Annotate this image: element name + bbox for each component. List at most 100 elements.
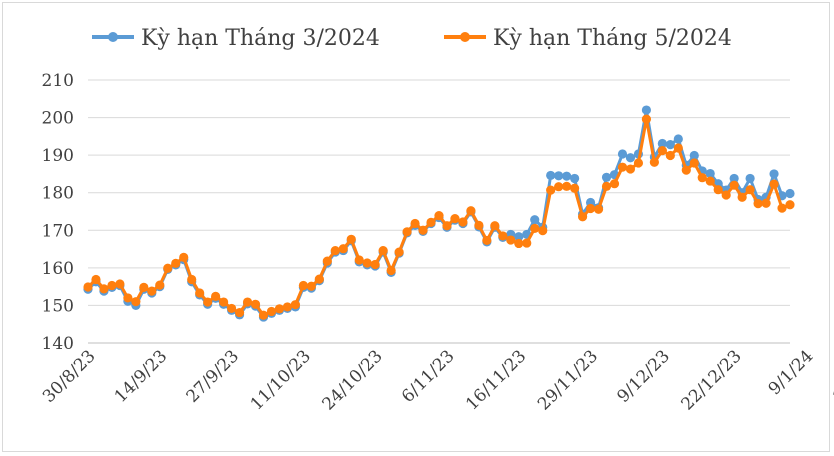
y-axis-ticks: 140 150 160 170 180 190 200 210	[42, 71, 74, 354]
data-point	[211, 291, 221, 302]
data-point	[426, 217, 436, 227]
data-point	[689, 158, 699, 168]
data-point	[769, 169, 779, 179]
y-tick-label: 170	[42, 221, 74, 241]
data-point	[346, 234, 356, 244]
data-point	[378, 245, 388, 256]
data-point	[609, 179, 620, 189]
data-point	[713, 185, 723, 195]
data-point	[657, 138, 667, 149]
data-point	[386, 265, 396, 276]
data-point	[705, 168, 715, 179]
x-tick-label: 14/9/23	[111, 346, 171, 406]
data-point	[274, 304, 285, 314]
data-point	[179, 252, 189, 262]
data-point	[745, 185, 755, 195]
data-point	[729, 173, 739, 184]
data-point	[314, 274, 324, 284]
data-point	[673, 134, 683, 144]
data-point	[322, 256, 332, 266]
data-point	[354, 255, 364, 265]
data-point	[570, 173, 580, 184]
y-tick-label: 150	[42, 296, 74, 316]
data-point	[562, 181, 572, 191]
legend-marker-series-1	[108, 32, 118, 42]
legend-label-series-2: Kỳ hạn Tháng 5/2024	[493, 26, 732, 51]
y-tick-label: 200	[42, 109, 74, 129]
x-tick-label: 6/11/23	[398, 346, 458, 406]
data-point	[195, 288, 205, 298]
data-point	[402, 227, 412, 237]
x-tick-label: 30/8/23	[39, 346, 99, 406]
data-point	[721, 190, 731, 200]
y-tick-label: 210	[42, 71, 74, 91]
data-point	[147, 286, 157, 296]
y-tick-label: 140	[42, 334, 74, 354]
x-tick-label: 9/1/24	[765, 346, 818, 399]
data-point	[514, 232, 524, 242]
legend-label-series-1: Kỳ hạn Tháng 3/2024	[141, 26, 380, 51]
data-point	[577, 212, 588, 222]
data-point	[665, 140, 675, 150]
data-point	[115, 279, 125, 289]
x-tick-label: 29/11/23	[534, 346, 602, 414]
data-point	[617, 149, 628, 159]
data-point	[585, 203, 596, 214]
data-point	[434, 211, 444, 221]
x-tick-label: 24/10/23	[319, 346, 387, 414]
series-2	[83, 114, 795, 320]
data-point	[498, 231, 508, 241]
data-point	[769, 179, 779, 189]
data-point	[546, 170, 556, 181]
data-point	[290, 300, 301, 310]
data-point	[745, 173, 755, 184]
data-point	[657, 146, 667, 156]
data-point	[785, 200, 795, 210]
data-point	[107, 280, 117, 291]
y-tick-label: 190	[42, 146, 74, 166]
data-point	[777, 203, 787, 213]
data-point	[554, 171, 564, 181]
data-point	[163, 263, 173, 273]
data-point	[673, 143, 683, 153]
data-point	[442, 221, 452, 231]
data-point	[226, 303, 237, 314]
data-point	[522, 238, 532, 248]
data-point	[625, 164, 636, 174]
y-tick-label: 160	[42, 259, 74, 279]
data-point	[370, 259, 380, 270]
data-point	[123, 293, 133, 303]
data-point	[282, 302, 293, 312]
data-point	[729, 180, 739, 190]
chart-frame	[2, 2, 830, 452]
legend-item-series-2: Kỳ hạn Tháng 5/2024	[444, 26, 732, 51]
x-tick-label: 19/1/24	[829, 346, 834, 406]
x-tick-label: 22/12/23	[678, 346, 746, 414]
data-point	[601, 172, 612, 182]
legend-item-series-1: Kỳ hạn Tháng 3/2024	[92, 26, 380, 51]
data-point	[681, 165, 691, 175]
data-point	[242, 297, 253, 307]
data-point	[91, 274, 101, 285]
data-point	[139, 282, 149, 292]
x-tick-label: 16/11/23	[462, 346, 530, 414]
data-point	[474, 220, 484, 231]
data-point	[649, 157, 659, 167]
data-point	[418, 225, 428, 235]
data-point	[298, 280, 308, 291]
data-point	[785, 188, 795, 199]
data-point	[410, 218, 420, 229]
data-point	[601, 181, 612, 191]
data-point	[625, 153, 636, 163]
data-point	[554, 182, 564, 192]
data-point	[530, 223, 540, 234]
data-point	[633, 158, 644, 168]
data-point	[234, 307, 245, 318]
data-point	[490, 221, 500, 231]
x-tick-label: 11/10/23	[247, 346, 315, 414]
data-point	[482, 235, 492, 246]
data-point	[562, 171, 572, 181]
data-point	[250, 299, 261, 309]
data-point	[617, 162, 628, 172]
data-point	[258, 310, 269, 320]
